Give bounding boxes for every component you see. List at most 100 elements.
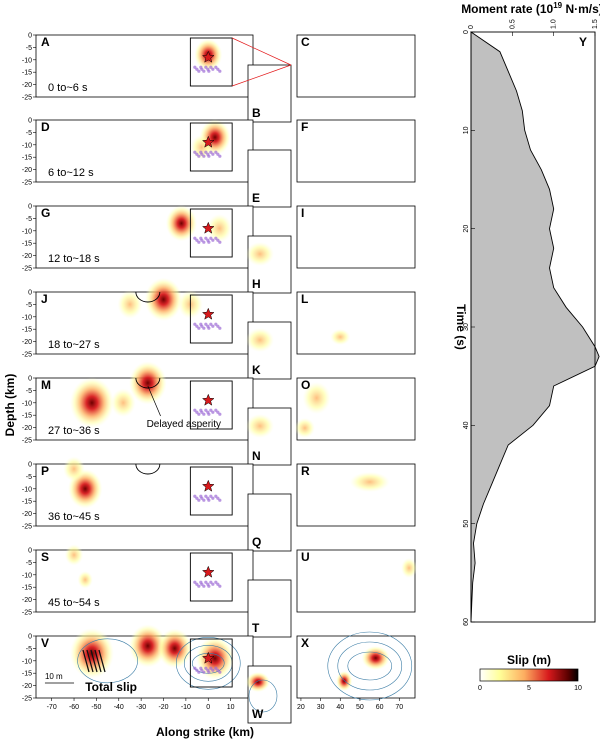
aftershock-dot: [218, 240, 222, 244]
y-tick-label: -15: [22, 70, 32, 77]
aftershock-dot: [209, 666, 213, 670]
hypocenter-box: [189, 466, 233, 516]
aftershock-dot: [209, 408, 213, 412]
slip-patch: [129, 624, 167, 668]
aftershock-dot: [195, 67, 199, 71]
aftershock-dot: [202, 670, 206, 674]
aftershock-dot: [197, 412, 201, 416]
aftershock-dot: [218, 498, 222, 502]
aftershock-dot: [206, 410, 210, 414]
panel-label: U: [301, 550, 310, 564]
aftershock-dot: [218, 154, 222, 158]
y-tick-label: -10: [22, 57, 32, 64]
y-tick-label: 0: [28, 376, 32, 383]
y-tick-label: -5: [26, 302, 32, 309]
x-tick-label: -30: [136, 704, 146, 711]
aftershock-dot: [211, 238, 215, 242]
y-tick-label: -20: [22, 511, 32, 518]
rupture-time-contour: [337, 641, 403, 691]
aftershock-dot: [206, 67, 210, 71]
aftershock-dot: [202, 326, 206, 330]
aftershock-dot: [195, 582, 199, 586]
x-tick-label: -60: [69, 704, 79, 711]
aftershock-dot: [211, 496, 215, 500]
aftershock-dot: [218, 326, 222, 330]
asperity-outline: [135, 463, 161, 475]
aftershock-dot: [209, 236, 213, 240]
aftershock-dot: [209, 150, 213, 154]
slip-patch: [144, 277, 183, 322]
zoom-connector: [232, 64, 292, 87]
aftershock-dot: [199, 150, 203, 154]
panel-label: S: [41, 550, 49, 564]
slip-patch: [129, 361, 167, 405]
panel-label: R: [301, 464, 310, 478]
panel-label: A: [41, 35, 50, 49]
y-tick-label: -25: [22, 95, 32, 102]
slip-patch: [330, 329, 351, 345]
aftershock-dot: [218, 670, 222, 674]
x-tick-label: -50: [91, 704, 101, 711]
epicenter-star-icon: [201, 307, 215, 320]
aftershock-dot: [216, 324, 220, 328]
time-window-label: 45 to~54 s: [48, 597, 100, 609]
colorbar: [479, 668, 579, 682]
aftershock-dot: [197, 69, 201, 73]
y-tick-label: 0: [463, 30, 470, 34]
panel-label: O: [301, 378, 310, 392]
aftershock-dot: [206, 324, 210, 328]
y-tick-label: 30: [463, 323, 470, 331]
slip-patch: [63, 456, 85, 482]
y-tick-label: -5: [26, 560, 32, 567]
title-exponent: 19: [553, 1, 562, 10]
time-window-label: 27 to~36 s: [48, 425, 100, 437]
y-tick-label: -20: [22, 339, 32, 346]
aftershock-dot: [204, 322, 208, 326]
aftershock-dot: [214, 236, 218, 240]
aftershock-dot: [193, 150, 197, 154]
aftershock-dot: [193, 666, 197, 670]
y-tick-label: -15: [22, 499, 32, 506]
slip-patch: [110, 388, 136, 418]
aftershock-dot: [204, 580, 208, 584]
slip-patch: [165, 205, 198, 242]
y-tick-label: 0: [28, 634, 32, 641]
y-tick-label: -10: [22, 486, 32, 493]
panel-row: M 27 to~36 s 0 -5 -10 -15 -20 -25 N O Delayed aspe…: [22, 361, 416, 466]
aftershock-dot: [214, 322, 218, 326]
slip-patch: [77, 571, 93, 589]
y-tick-label: -25: [22, 352, 32, 359]
annotation-pointer: [147, 385, 161, 417]
aftershock-dot: [214, 150, 218, 154]
slip-vector: [98, 649, 106, 673]
aftershock-dot: [193, 236, 197, 240]
y-tick-label: 0: [28, 204, 32, 211]
aftershock-dot: [218, 412, 222, 416]
asperity-outline: [135, 291, 161, 303]
right-panel-frame: [296, 119, 416, 183]
x-tick-label: 0: [206, 704, 210, 711]
right-panel-frame: [296, 635, 416, 699]
y-tick-label: 50: [463, 520, 470, 528]
x-axis-label: Along strike (km): [156, 725, 254, 739]
middle-panel-frame: [247, 579, 292, 638]
aftershock-dot: [214, 408, 218, 412]
x-tick-label: 50: [356, 704, 364, 711]
slip-vector: [90, 649, 98, 673]
aftershock-dot: [214, 65, 218, 69]
aftershock-dot: [197, 498, 201, 502]
y-tick-label: -5: [26, 388, 32, 395]
time-window-label: 12 to~18 s: [48, 253, 100, 265]
aftershock-dot: [197, 326, 201, 330]
aftershock-dot: [202, 498, 206, 502]
y-tick-label: -10: [22, 572, 32, 579]
panel-label: K: [252, 363, 261, 377]
aftershock-dot: [202, 240, 206, 244]
hypocenter-box: [189, 208, 233, 258]
y-tick-label: -15: [22, 413, 32, 420]
aftershock-dot: [216, 668, 220, 672]
aftershock-dot: [204, 666, 208, 670]
panel-label: I: [301, 206, 304, 220]
right-panel-frame: [296, 549, 416, 613]
panel-label: F: [301, 120, 308, 134]
